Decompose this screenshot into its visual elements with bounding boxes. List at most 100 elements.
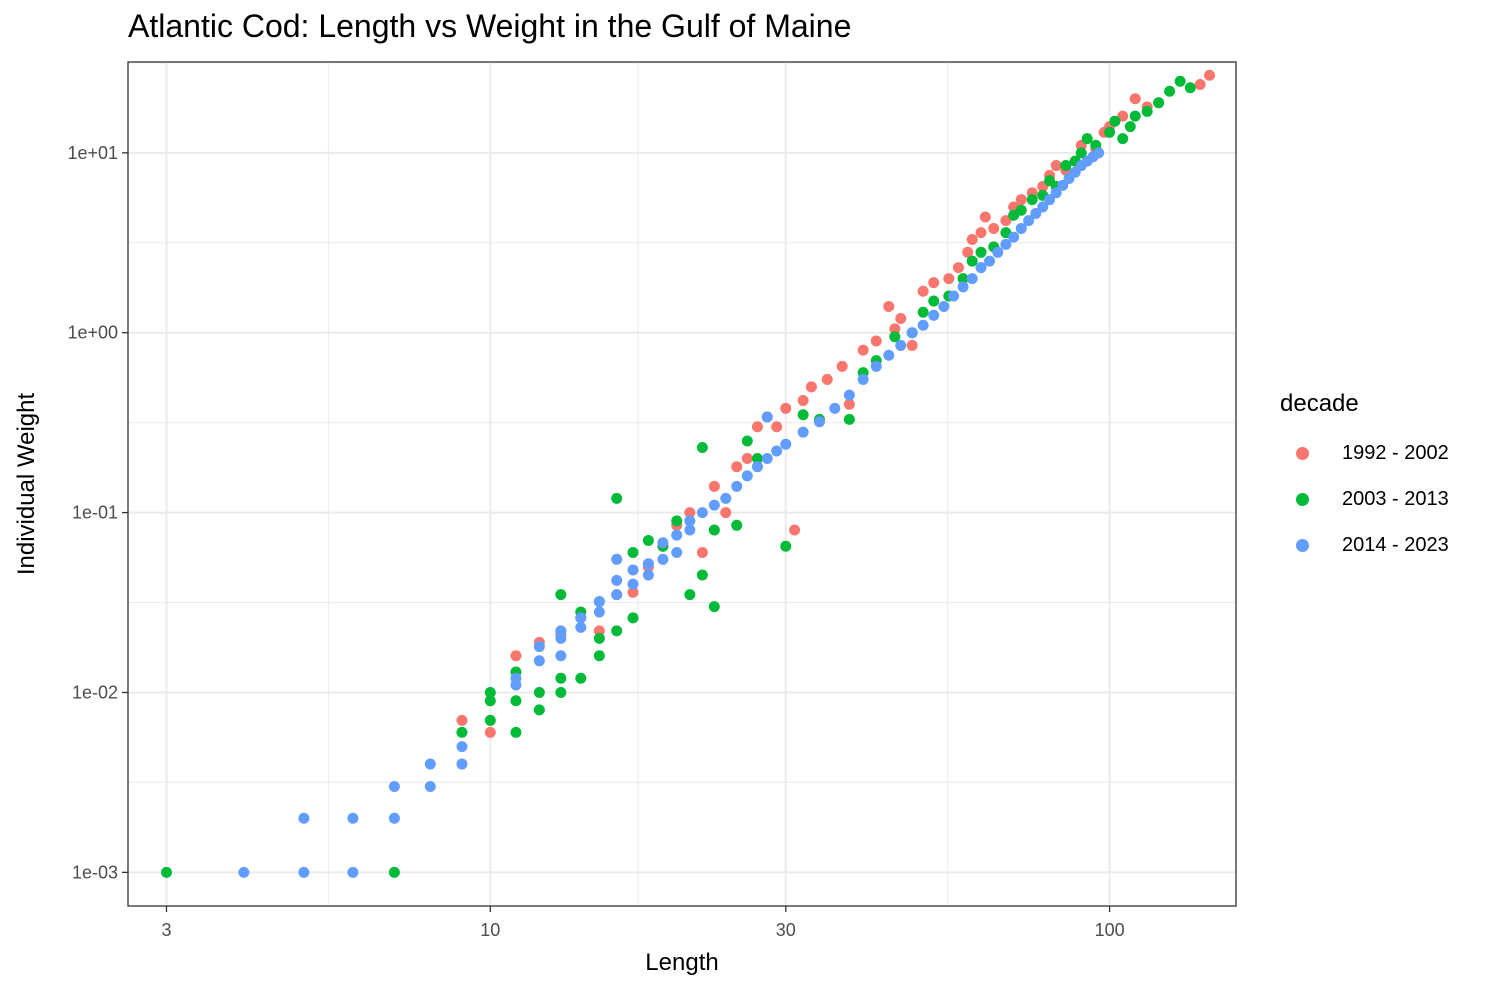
data-point xyxy=(857,344,869,356)
data-point xyxy=(789,524,801,536)
data-point xyxy=(1000,215,1012,227)
data-point xyxy=(805,381,817,393)
data-point xyxy=(696,507,708,519)
data-point xyxy=(962,246,974,258)
data-point xyxy=(1015,194,1027,206)
data-point xyxy=(780,540,792,552)
data-point xyxy=(883,300,895,312)
data-point xyxy=(671,547,683,559)
data-point xyxy=(771,421,783,433)
data-point xyxy=(731,519,743,531)
data-point xyxy=(1060,160,1072,172)
chart-title: Atlantic Cod: Length vs Weight in the Gu… xyxy=(128,8,852,44)
legend: decade 1992 - 2002 2003 - 2013 2014 - 20… xyxy=(1280,390,1449,568)
data-point xyxy=(870,335,882,347)
data-point xyxy=(720,507,732,519)
data-point xyxy=(1075,147,1087,159)
data-point xyxy=(780,438,792,450)
data-point xyxy=(843,398,855,410)
data-point xyxy=(484,714,496,726)
data-point xyxy=(1194,78,1206,90)
data-point xyxy=(671,529,683,541)
data-point xyxy=(928,277,940,289)
data-point xyxy=(1153,97,1165,109)
data-point xyxy=(510,650,522,662)
data-point xyxy=(424,781,436,793)
data-point xyxy=(1026,194,1038,206)
minor-gridlines xyxy=(128,62,1236,906)
data-point xyxy=(593,606,605,618)
x-tick-label: 3 xyxy=(161,920,171,940)
data-point xyxy=(836,360,848,372)
data-point xyxy=(160,866,172,878)
data-point xyxy=(1000,238,1012,250)
data-point xyxy=(388,812,400,824)
data-point xyxy=(741,452,753,464)
legend-label: 2003 - 2013 xyxy=(1342,487,1449,510)
data-point xyxy=(741,435,753,447)
data-point xyxy=(966,273,978,285)
data-point xyxy=(917,285,929,297)
data-point xyxy=(948,290,960,302)
data-point xyxy=(388,781,400,793)
data-point xyxy=(1104,126,1116,138)
data-point xyxy=(1164,85,1176,97)
data-point xyxy=(627,564,639,576)
x-axis: 3 10 30 100 xyxy=(161,906,1125,940)
data-point xyxy=(684,524,696,536)
data-point xyxy=(761,411,773,423)
data-point xyxy=(979,211,991,223)
data-point xyxy=(575,612,587,624)
data-point xyxy=(797,426,809,438)
data-point xyxy=(238,866,250,878)
data-point xyxy=(708,499,720,511)
data-point xyxy=(684,589,696,601)
data-point xyxy=(456,758,468,770)
data-point xyxy=(684,515,696,527)
data-point xyxy=(627,612,639,624)
data-point xyxy=(298,812,310,824)
data-point xyxy=(906,327,918,339)
legend-key xyxy=(1290,533,1314,557)
data-point xyxy=(895,312,907,324)
data-point xyxy=(928,309,940,321)
y-axis-title: Individual Weight xyxy=(13,393,40,576)
data-point xyxy=(424,758,436,770)
data-point xyxy=(975,262,987,274)
data-point xyxy=(1117,133,1129,145)
data-point xyxy=(642,558,654,570)
data-point xyxy=(593,596,605,608)
data-point xyxy=(975,246,987,258)
legend-label: 2014 - 2023 xyxy=(1342,533,1449,556)
data-point xyxy=(1015,222,1027,234)
data-point xyxy=(1050,187,1062,199)
legend-item: 2014 - 2023 xyxy=(1280,522,1449,568)
legend-title: decade xyxy=(1280,390,1359,417)
data-point xyxy=(843,389,855,401)
data-point xyxy=(611,589,623,601)
data-point xyxy=(988,222,1000,234)
data-point xyxy=(1117,110,1129,122)
data-point xyxy=(975,227,987,239)
data-point xyxy=(992,246,1004,258)
data-point xyxy=(456,726,468,738)
y-tick-label: 1e-01 xyxy=(72,503,118,523)
data-point xyxy=(761,452,773,464)
data-point xyxy=(952,262,964,274)
legend-key xyxy=(1290,487,1314,511)
legend-dot xyxy=(1295,492,1309,506)
data-point xyxy=(917,306,929,318)
data-point xyxy=(889,323,901,335)
data-point xyxy=(889,331,901,343)
data-point xyxy=(1030,208,1042,220)
data-point xyxy=(510,695,522,707)
data-point xyxy=(928,295,940,307)
data-point xyxy=(555,650,567,662)
data-point xyxy=(813,416,825,428)
x-tick-label: 10 xyxy=(480,920,500,940)
data-point xyxy=(696,442,708,454)
data-point xyxy=(751,452,763,464)
data-point xyxy=(720,492,732,504)
data-point xyxy=(555,672,567,684)
data-point xyxy=(984,255,996,267)
